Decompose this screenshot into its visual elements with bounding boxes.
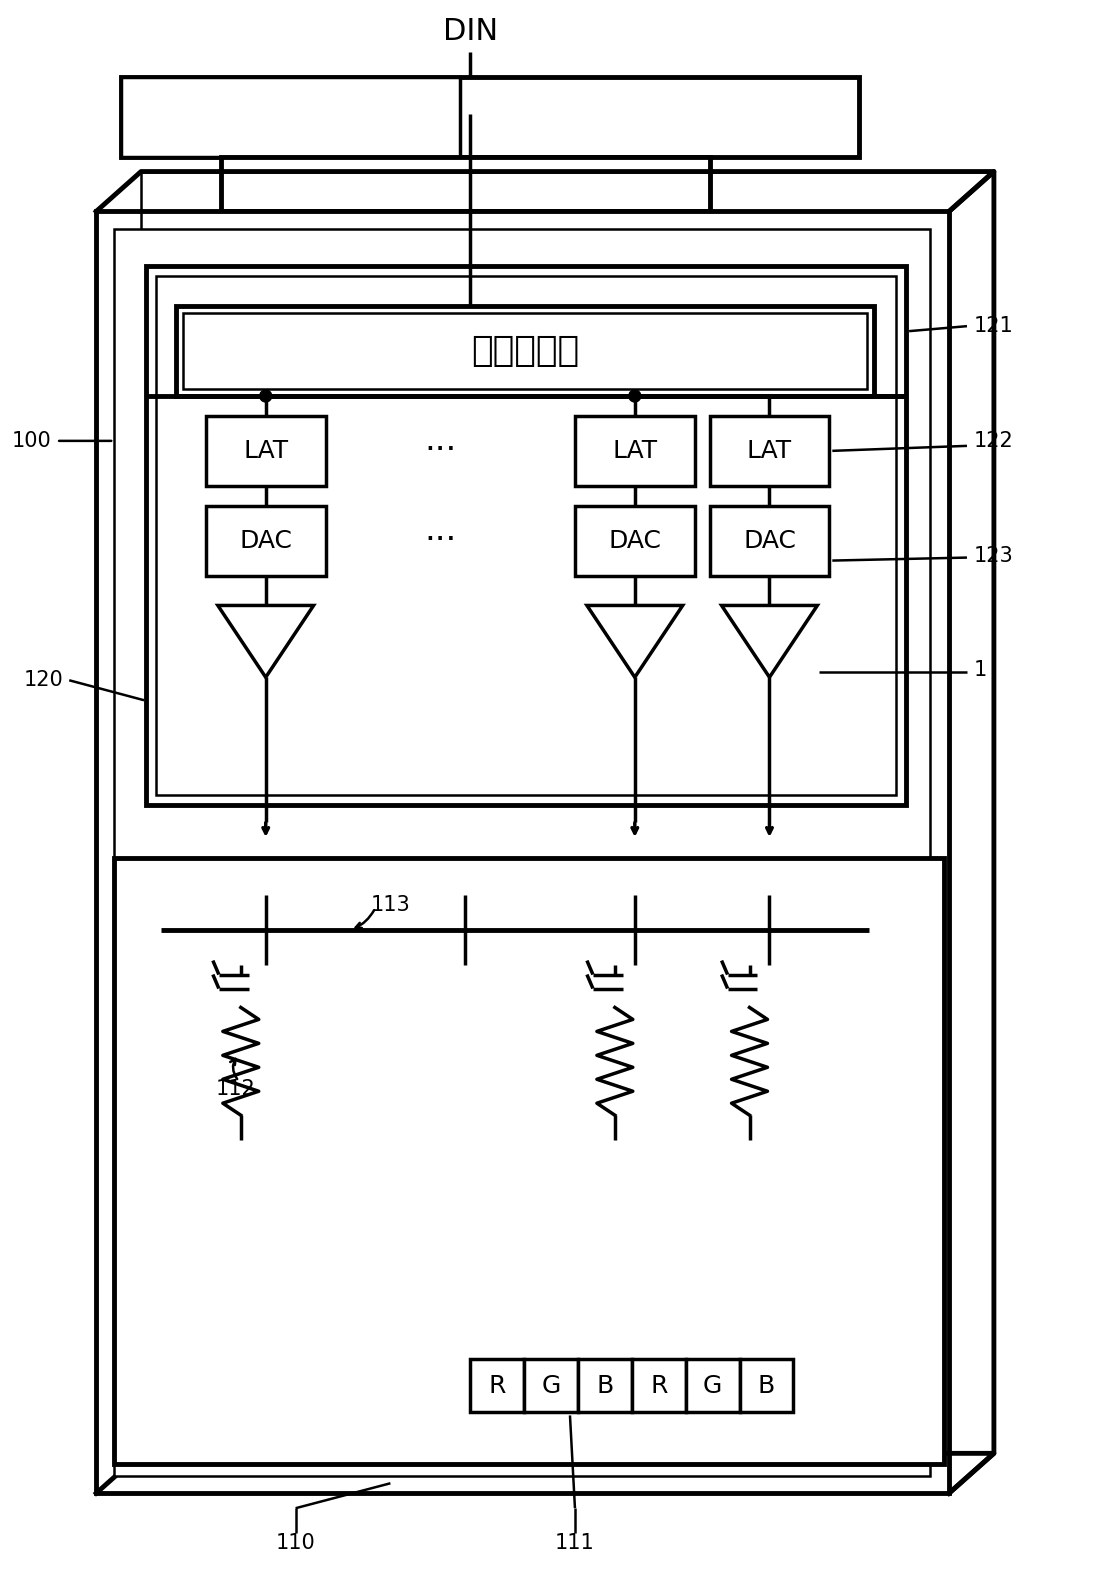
Text: DAC: DAC: [743, 529, 796, 553]
Bar: [575, 415, 695, 486]
Text: ···: ···: [424, 524, 456, 557]
Text: 123: 123: [974, 546, 1014, 565]
Bar: [206, 505, 326, 575]
Bar: [183, 313, 867, 388]
Bar: [710, 505, 829, 575]
Bar: [739, 1358, 794, 1413]
Polygon shape: [587, 605, 682, 677]
Text: B: B: [597, 1374, 613, 1397]
Text: R: R: [650, 1374, 668, 1397]
Bar: [115, 229, 930, 1476]
Polygon shape: [721, 605, 817, 677]
Text: 110: 110: [276, 1533, 315, 1554]
Text: B: B: [758, 1374, 775, 1397]
Text: 1: 1: [974, 660, 987, 681]
Text: LAT: LAT: [243, 439, 288, 463]
Bar: [121, 77, 461, 156]
Bar: [206, 415, 326, 486]
Bar: [470, 1358, 524, 1413]
Text: 121: 121: [974, 316, 1014, 336]
Bar: [96, 212, 949, 1494]
Text: DIN: DIN: [443, 17, 498, 46]
Bar: [176, 306, 874, 396]
Bar: [578, 1358, 632, 1413]
Bar: [115, 857, 944, 1464]
Text: 112: 112: [216, 1080, 256, 1099]
Text: 111: 111: [555, 1533, 594, 1554]
Circle shape: [259, 390, 272, 403]
Text: DAC: DAC: [609, 529, 661, 553]
Text: G: G: [703, 1374, 722, 1397]
Bar: [575, 505, 695, 575]
Bar: [524, 1358, 578, 1413]
Text: 120: 120: [23, 669, 63, 690]
Bar: [632, 1358, 686, 1413]
Bar: [121, 77, 859, 156]
Text: ···: ···: [424, 434, 456, 467]
Text: LAT: LAT: [612, 439, 658, 463]
Bar: [686, 1358, 739, 1413]
Text: 122: 122: [974, 431, 1014, 452]
Text: 113: 113: [371, 895, 411, 914]
Bar: [220, 156, 710, 212]
Bar: [710, 415, 829, 486]
Circle shape: [629, 390, 641, 403]
Text: R: R: [489, 1374, 505, 1397]
Text: DAC: DAC: [239, 529, 293, 553]
Bar: [146, 267, 906, 805]
Text: 移位寄存器: 移位寄存器: [471, 335, 579, 368]
Text: 100: 100: [11, 431, 51, 452]
Text: G: G: [541, 1374, 561, 1397]
Text: LAT: LAT: [747, 439, 792, 463]
Bar: [156, 276, 896, 794]
Polygon shape: [218, 605, 314, 677]
